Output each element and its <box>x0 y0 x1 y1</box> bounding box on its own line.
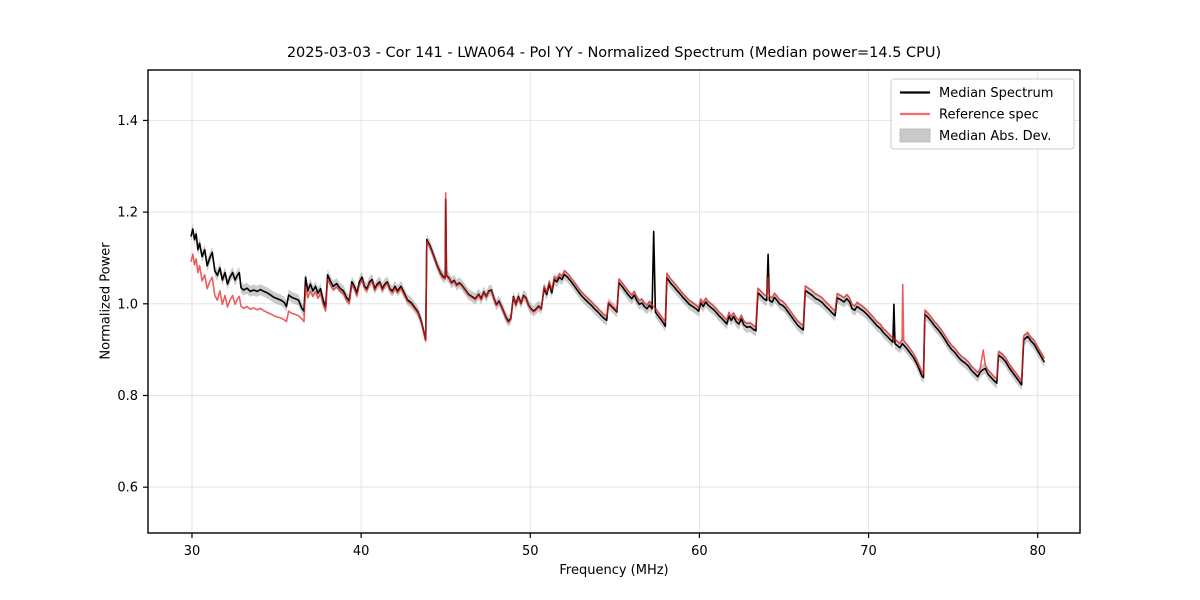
y-tick-label: 1.0 <box>117 297 138 312</box>
y-tick-label: 1.4 <box>117 114 138 129</box>
legend-label: Median Abs. Dev. <box>939 129 1051 144</box>
reference-spec-line <box>190 192 1045 383</box>
y-tick-label: 0.6 <box>117 481 138 496</box>
legend-box <box>890 78 1075 150</box>
legend-swatch-mad-patch <box>899 128 931 143</box>
x-tick-label: 30 <box>184 544 201 559</box>
y-tick-label: 0.8 <box>117 389 138 404</box>
x-tick-label: 70 <box>860 544 877 559</box>
chart-title: 2025-03-03 - Cor 141 - LWA064 - Pol YY -… <box>286 45 942 61</box>
y-tick-label: 1.2 <box>117 206 138 221</box>
x-tick-label: 40 <box>353 544 370 559</box>
y-axis-label: Normalized Power <box>98 242 114 360</box>
legend-label: Median Spectrum <box>939 86 1053 101</box>
x-tick-label: 50 <box>522 544 539 559</box>
legend-label: Reference spec <box>939 108 1039 123</box>
x-tick-label: 80 <box>1029 544 1046 559</box>
x-axis-label: Frequency (MHz) <box>559 563 669 578</box>
x-tick-label: 60 <box>691 544 708 559</box>
plot-border <box>147 69 1081 534</box>
